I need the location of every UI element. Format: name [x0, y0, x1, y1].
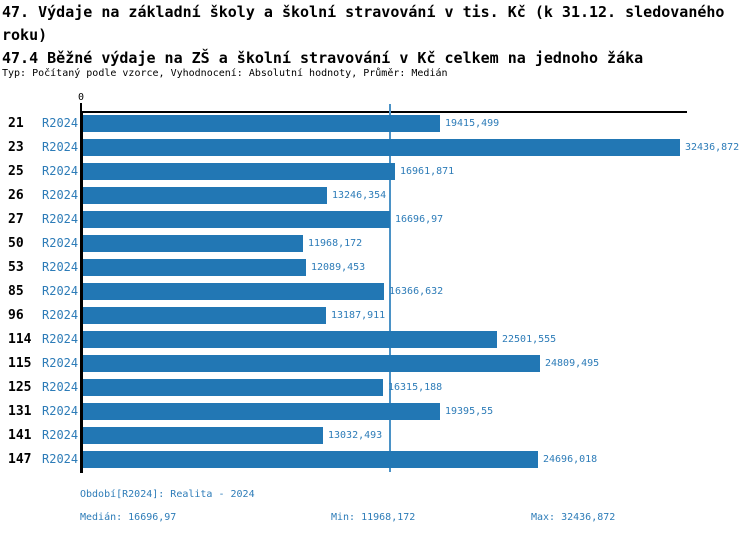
row-series-label: R2024	[42, 308, 79, 322]
bar-value-label: 16961,871	[400, 166, 455, 177]
bar[interactable]	[83, 283, 384, 300]
bar-value-label: 24696,018	[543, 454, 598, 465]
row-category-label: 141	[8, 428, 32, 443]
bar-value-label: 16696,97	[395, 214, 444, 225]
row-category-label: 125	[8, 380, 32, 395]
bar-row: 147 R2024 24696,018	[0, 451, 750, 468]
median-line	[389, 104, 391, 472]
row-series-label: R2024	[42, 380, 79, 394]
bar[interactable]	[83, 307, 326, 324]
row-series-label: R2024	[42, 332, 79, 346]
bar-value-label: 22501,555	[502, 334, 557, 345]
bar-row: 27 R2024 16696,97	[0, 211, 750, 228]
row-category-label: 23	[8, 140, 24, 155]
axis-tick-mark	[80, 103, 82, 111]
row-series-label: R2024	[42, 284, 79, 298]
row-series-label: R2024	[42, 428, 79, 442]
row-category-label: 131	[8, 404, 32, 419]
row-category-label: 53	[8, 260, 24, 275]
bar-row: 85 R2024 16366,632	[0, 283, 750, 300]
bar[interactable]	[83, 355, 540, 372]
row-series-label: R2024	[42, 164, 79, 178]
footer-median-label: Medián: 16696,97	[80, 512, 177, 523]
bar-value-label: 11968,172	[308, 238, 363, 249]
row-category-label: 96	[8, 308, 24, 323]
bar[interactable]	[83, 403, 440, 420]
row-series-label: R2024	[42, 404, 79, 418]
row-series-label: R2024	[42, 116, 79, 130]
bar-row: 125 R2024 16315,188	[0, 379, 750, 396]
bar[interactable]	[83, 211, 390, 228]
bar-value-label: 12089,453	[311, 262, 366, 273]
bar[interactable]	[83, 451, 538, 468]
row-category-label: 114	[8, 332, 32, 347]
row-category-label: 26	[8, 188, 24, 203]
chart-subtitle: 47.4 Běžné výdaje na ZŠ a školní stravov…	[2, 49, 644, 67]
row-category-label: 85	[8, 284, 24, 299]
row-series-label: R2024	[42, 140, 79, 154]
bar-value-label: 16366,632	[389, 286, 444, 297]
footer-period-label: Období[R2024]: Realita - 2024	[80, 489, 255, 500]
axis-top-line	[80, 111, 687, 113]
bar[interactable]	[83, 115, 440, 132]
bar[interactable]	[83, 163, 395, 180]
bar-value-label: 13246,354	[332, 190, 387, 201]
row-category-label: 25	[8, 164, 24, 179]
bar[interactable]	[83, 379, 383, 396]
bar[interactable]	[83, 331, 497, 348]
chart-type-info: Typ: Počítaný podle vzorce, Vyhodnocení:…	[2, 68, 448, 79]
row-series-label: R2024	[42, 212, 79, 226]
bar-value-label: 24809,495	[545, 358, 600, 369]
bar[interactable]	[83, 259, 306, 276]
row-series-label: R2024	[42, 356, 79, 370]
bar-value-label: 13032,493	[328, 430, 383, 441]
bar[interactable]	[83, 139, 680, 156]
bar-row: 23 R2024 32436,872	[0, 139, 750, 156]
row-category-label: 50	[8, 236, 24, 251]
row-series-label: R2024	[42, 452, 79, 466]
bar-row: 114 R2024 22501,555	[0, 331, 750, 348]
bar[interactable]	[83, 427, 323, 444]
axis-zero-tick-label: 0	[77, 92, 85, 103]
bar-row: 21 R2024 19415,499	[0, 115, 750, 132]
footer-max-label: Max: 32436,872	[531, 512, 616, 523]
row-category-label: 147	[8, 452, 32, 467]
bar-value-label: 19395,55	[445, 406, 494, 417]
row-category-label: 27	[8, 212, 24, 227]
row-category-label: 21	[8, 116, 24, 131]
bar-row: 115 R2024 24809,495	[0, 355, 750, 372]
bar-row: 131 R2024 19395,55	[0, 403, 750, 420]
bar[interactable]	[83, 187, 327, 204]
bar-value-label: 16315,188	[388, 382, 443, 393]
bar-value-label: 32436,872	[685, 142, 740, 153]
footer-min-label: Min: 11968,172	[331, 512, 416, 523]
bar-row: 53 R2024 12089,453	[0, 259, 750, 276]
bar-row: 26 R2024 13246,354	[0, 187, 750, 204]
bar-row: 50 R2024 11968,172	[0, 235, 750, 252]
row-series-label: R2024	[42, 260, 79, 274]
bar-value-label: 19415,499	[445, 118, 500, 129]
bar-row: 25 R2024 16961,871	[0, 163, 750, 180]
row-series-label: R2024	[42, 236, 79, 250]
bar[interactable]	[83, 235, 303, 252]
axis-vertical-line	[80, 111, 83, 473]
bar-row: 141 R2024 13032,493	[0, 427, 750, 444]
row-category-label: 115	[8, 356, 32, 371]
row-series-label: R2024	[42, 188, 79, 202]
bar-row: 96 R2024 13187,911	[0, 307, 750, 324]
chart-title: 47. Výdaje na základní školy a školní st…	[2, 3, 725, 44]
bar-value-label: 13187,911	[331, 310, 386, 321]
